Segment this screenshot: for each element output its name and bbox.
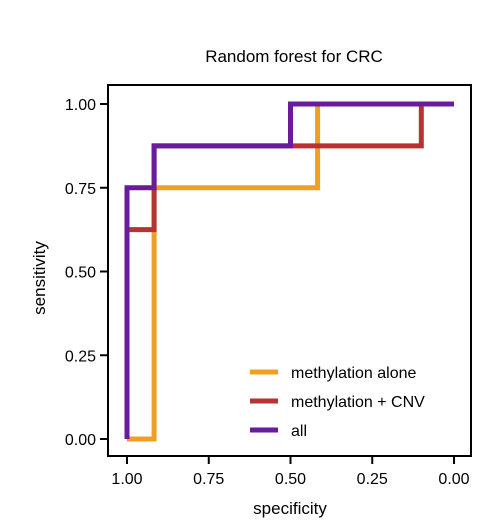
series-line-0 <box>127 101 454 442</box>
legend: methylation alone methylation + CNV all <box>250 365 425 440</box>
x-tick-label: 0.00 <box>438 471 469 488</box>
series-line-2 <box>124 101 454 439</box>
legend-label: all <box>291 423 307 440</box>
x-tick-label: 0.75 <box>193 471 224 488</box>
x-tick-label: 0.50 <box>275 471 306 488</box>
legend-label: methylation alone <box>291 365 417 382</box>
series-line-1 <box>124 101 454 439</box>
y-tick-label: 0.25 <box>65 348 96 365</box>
chart-title: Random forest for CRC <box>205 47 383 66</box>
x-tick-label: 1.00 <box>111 471 142 488</box>
y-tick-label: 0.50 <box>65 265 96 282</box>
y-tick-label: 0.00 <box>65 432 96 449</box>
y-tick-label: 1.00 <box>65 97 96 114</box>
y-axis-label: sensitivity <box>30 241 49 315</box>
y-axis: 0.00 0.25 0.50 0.75 1.00 <box>65 97 108 449</box>
x-axis-label: specificity <box>253 499 327 518</box>
x-tick-label: 0.25 <box>357 471 388 488</box>
series-layer <box>124 101 454 442</box>
legend-label: methylation + CNV <box>291 394 425 411</box>
x-axis: 1.00 0.75 0.50 0.25 0.00 <box>111 456 470 488</box>
y-tick-label: 0.75 <box>65 181 96 198</box>
